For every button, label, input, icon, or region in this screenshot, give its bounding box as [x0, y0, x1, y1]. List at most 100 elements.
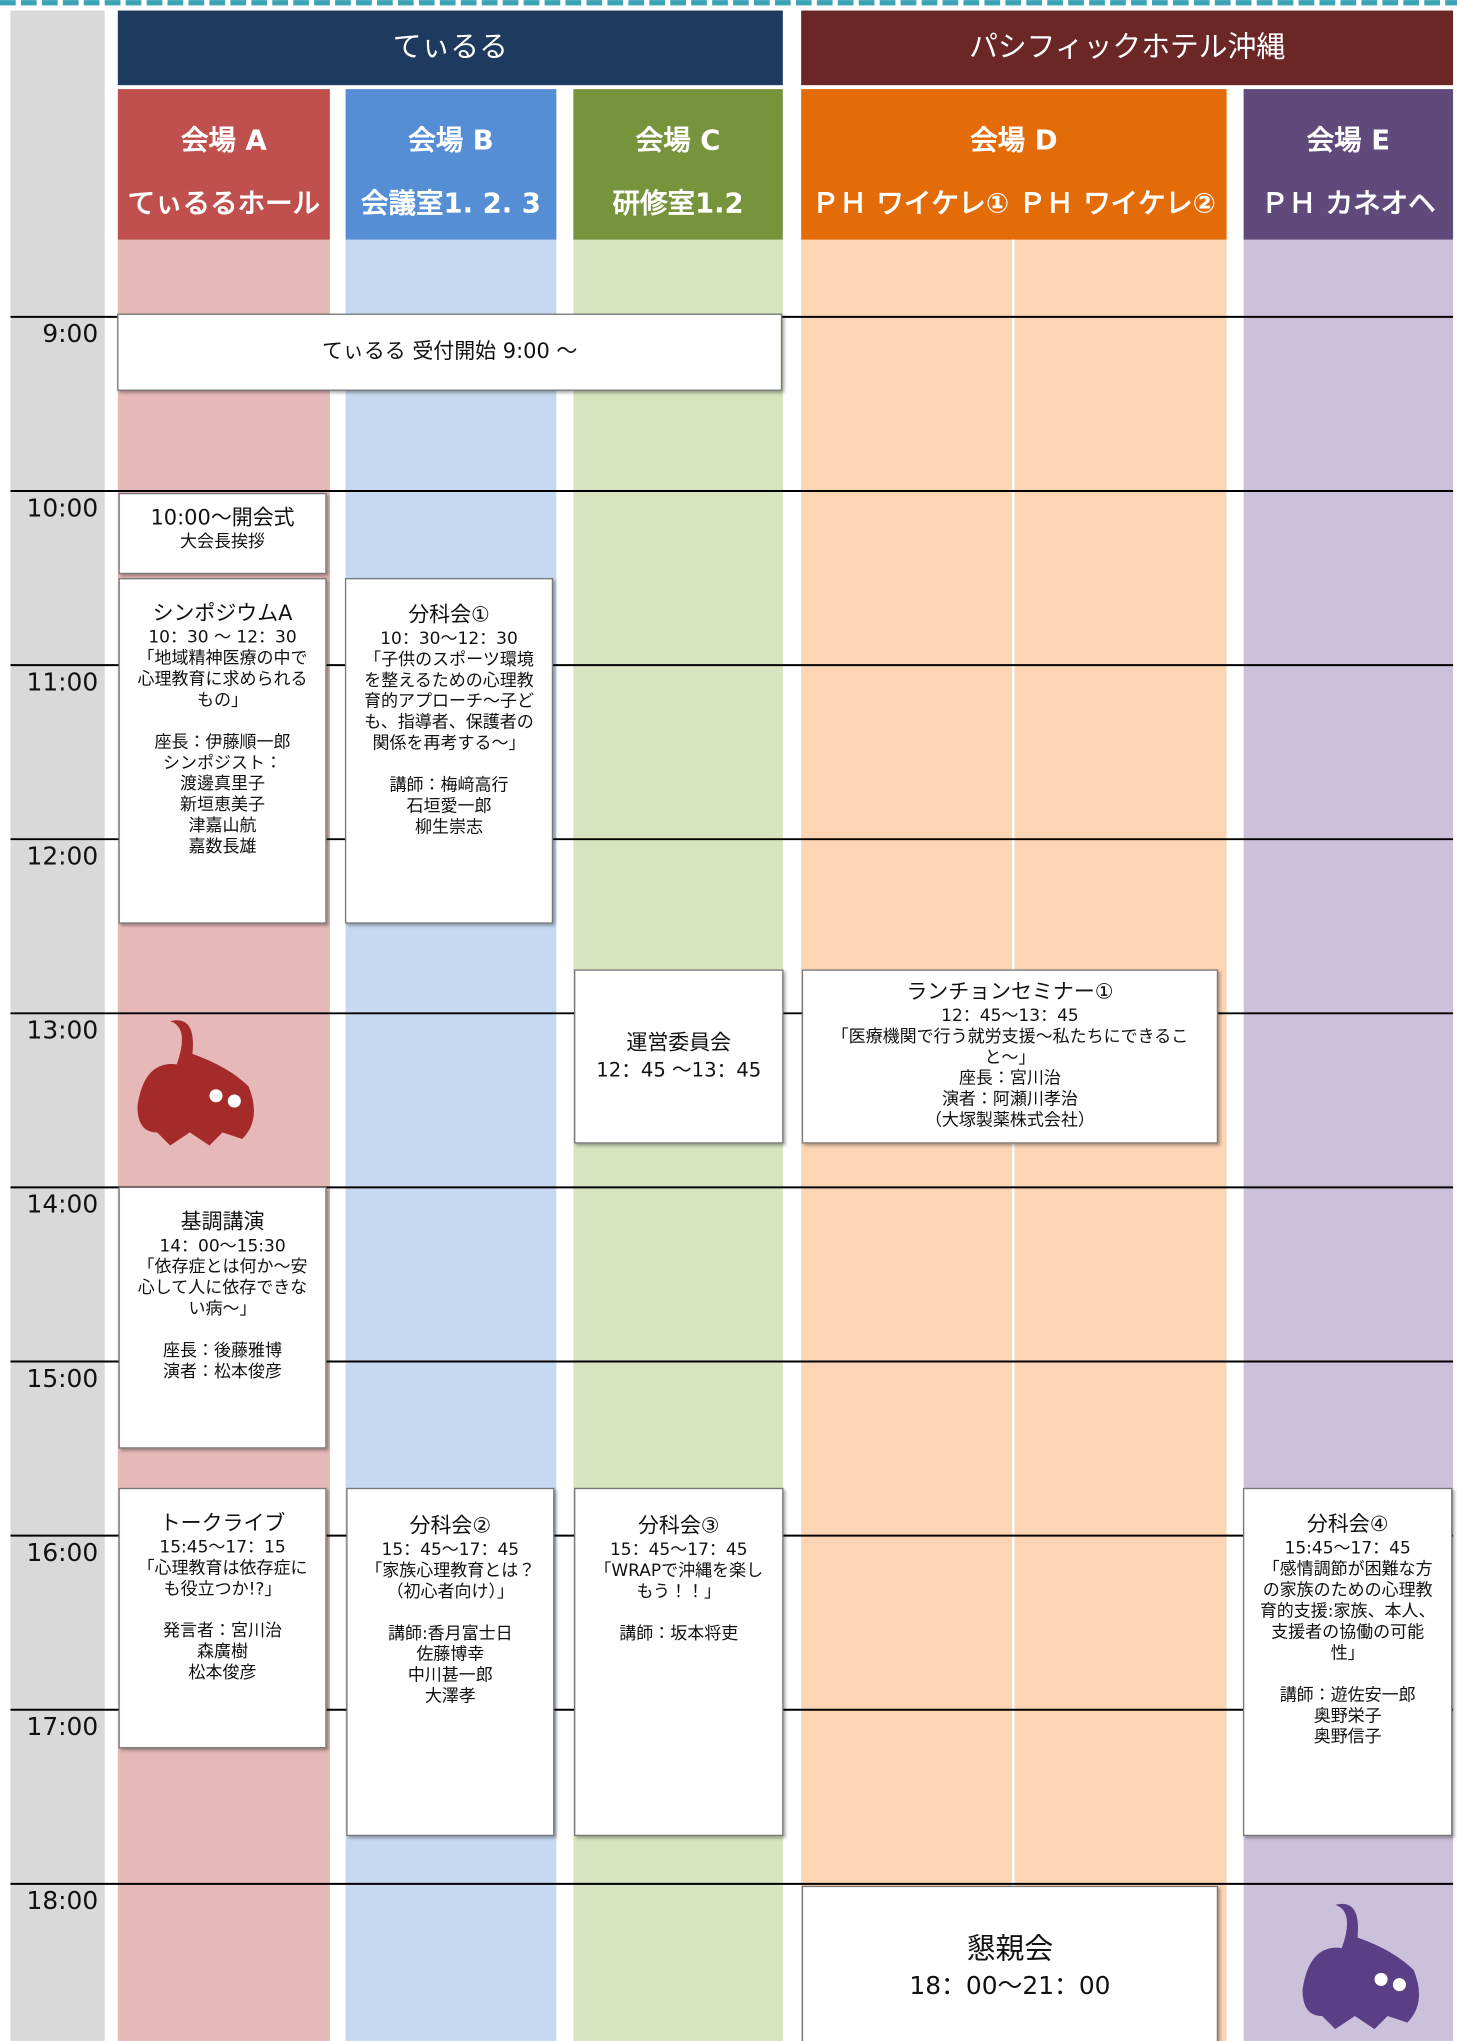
room-place: 会議室1. 2. 3	[361, 187, 541, 219]
event-title: 分科会③	[638, 1513, 720, 1537]
event-text: 中川甚一郎	[408, 1666, 493, 1686]
event-box	[118, 1487, 327, 1749]
room-name: 会場 C	[636, 124, 721, 156]
event-text: 性」	[1331, 1643, 1365, 1663]
shisa-eye	[209, 1089, 223, 1103]
event-title: 10:00～開会式	[150, 505, 294, 529]
event-text: 新垣恵美子	[180, 795, 265, 815]
event-text: 講師：遊佐安一郎	[1280, 1685, 1416, 1705]
event-text: 「心理教育は依存症に	[138, 1558, 308, 1578]
time-label: 18:00	[27, 1886, 99, 1915]
event-text: 「WRAPで沖縄を楽し	[594, 1561, 763, 1581]
event-title: 分科会①	[408, 602, 490, 626]
event-box	[118, 578, 327, 924]
event-text: 育的支援:家族、本人、	[1260, 1602, 1436, 1622]
event-text: 15:45～17：15	[159, 1537, 285, 1557]
room-header	[345, 89, 557, 240]
event-text: もう！！」	[637, 1582, 722, 1602]
event-text: 支援者の協働の可能	[1271, 1622, 1424, 1642]
venue-header	[117, 10, 783, 86]
room-header	[801, 89, 1227, 240]
event-text: 奥野信子	[1314, 1727, 1382, 1747]
event-text: の家族のための心理教	[1263, 1581, 1433, 1601]
event-text: 講師：梅﨑高行	[390, 776, 509, 796]
event-title: てぃるる 受付開始 9:00 ～	[322, 339, 577, 363]
event-text: 奥野栄子	[1314, 1706, 1382, 1726]
room-name: 会場 A	[181, 124, 268, 156]
event-title: 基調講演	[181, 1210, 265, 1234]
time-label: 10:00	[27, 493, 99, 522]
event-box	[346, 1487, 555, 1837]
room-name: 会場 B	[408, 124, 494, 156]
event-text: 育的アプローチ～子ど	[364, 692, 534, 712]
event-text: 「医療機関で行う就労支援～私たちにできるこ	[832, 1027, 1189, 1047]
event-box	[574, 969, 784, 1144]
event-text: 18：00～21：00	[909, 1971, 1110, 2000]
room-name: 会場 E	[1307, 124, 1390, 156]
event-text: 講師:香月富士日	[388, 1624, 513, 1644]
event-text: 「感情調節が困難な方	[1263, 1560, 1433, 1580]
event-text: 「依存症とは何か～安	[138, 1257, 308, 1277]
event-text: 「家族心理教育とは？	[365, 1561, 535, 1581]
shisa-illustration	[137, 1020, 254, 1146]
event-title: 運営委員会	[626, 1030, 731, 1054]
event-text: 15：45～17：45	[382, 1540, 520, 1560]
shisa-eye	[1374, 1972, 1388, 1986]
event-title: 分科会②	[410, 1513, 492, 1537]
shisa-body	[137, 1020, 254, 1146]
event-text: 演者：松本俊彦	[163, 1362, 282, 1382]
event-title: ランチョンセミナー①	[906, 979, 1113, 1003]
event-text: もの」	[197, 690, 248, 710]
event-box	[574, 1487, 784, 1837]
event-text: 15:45～17：45	[1285, 1539, 1411, 1559]
event-title: 分科会④	[1307, 1512, 1389, 1536]
time-label: 17:00	[27, 1712, 99, 1741]
venue-header	[801, 10, 1454, 86]
event-text: 座長：伊藤順一郎	[155, 732, 291, 752]
event-text: シンポジスト：	[163, 753, 282, 773]
shisa-illustration	[1302, 1903, 1420, 2030]
event-box	[344, 578, 554, 924]
event-text: 10：30 ～ 12：30	[148, 628, 296, 648]
room-place: ＰＨ ワイケレ① ＰＨ ワイケレ②	[812, 187, 1216, 219]
room-header	[1243, 89, 1454, 240]
event-text: 心理教育に求められる	[138, 669, 308, 689]
event-text: 嘉数長雄	[189, 837, 257, 857]
shisa-eye	[1392, 1978, 1406, 1992]
event-box	[117, 313, 783, 391]
shisa-body	[1302, 1903, 1420, 2030]
room-name: 会場 D	[970, 124, 1057, 156]
time-label: 13:00	[27, 1016, 99, 1045]
event-text: 「地域精神医療の中で	[138, 649, 308, 669]
event-box	[118, 492, 327, 575]
event-text: 石垣愛一郎	[407, 796, 492, 816]
event-text: 佐藤博幸	[416, 1645, 484, 1665]
time-label: 16:00	[27, 1538, 99, 1567]
time-label: 15:00	[27, 1364, 99, 1393]
event-title: トークライブ	[160, 1511, 286, 1535]
event-text: 座長：宮川治	[959, 1069, 1061, 1089]
event-text: 津嘉山航	[189, 816, 257, 836]
event-text: 講師：坂本将吏	[619, 1624, 738, 1644]
time-label: 14:00	[27, 1190, 99, 1219]
event-text: 12：45 ～13：45	[596, 1058, 761, 1081]
venue-name: てぃるる	[393, 30, 508, 64]
time-label: 9:00	[42, 319, 98, 348]
event-text: 演者：阿瀬川孝治	[942, 1090, 1078, 1110]
event-text: を整えるための心理教	[364, 671, 534, 691]
event-text: 10：30～12：30	[380, 629, 518, 649]
room-place: 研修室1.2	[613, 187, 744, 219]
room-header	[117, 89, 330, 240]
time-column	[10, 10, 105, 2041]
event-text: 大会長挨拶	[180, 532, 265, 552]
event-text: （初心者向け）」	[387, 1582, 515, 1602]
event-box	[801, 969, 1219, 1144]
event-text: 大澤孝	[425, 1687, 476, 1707]
event-text: 発言者：宮川治	[163, 1621, 282, 1641]
event-text: 森廣樹	[197, 1642, 248, 1662]
shisa-eye	[227, 1094, 241, 1108]
event-text: （大塚製薬株式会社）	[925, 1111, 1095, 1131]
